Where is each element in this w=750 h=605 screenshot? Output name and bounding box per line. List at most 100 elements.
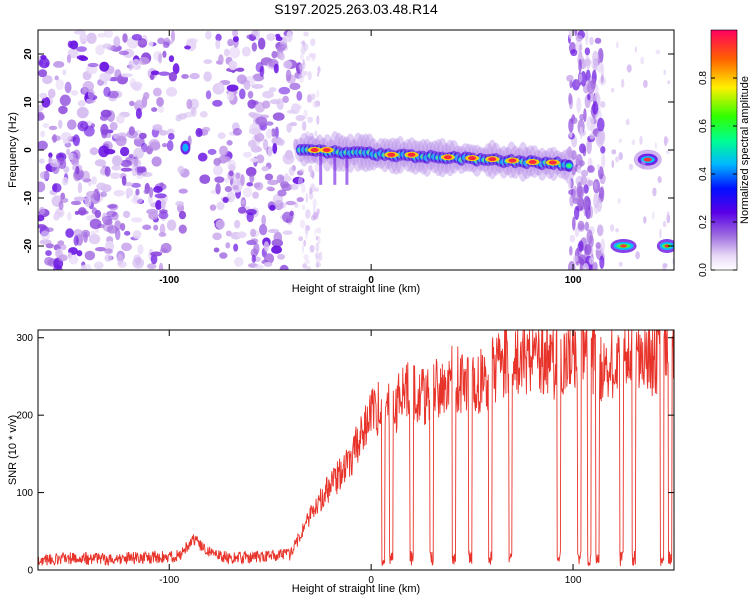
spectral-cell: [572, 216, 576, 231]
spectral-cell: [233, 243, 239, 252]
spectral-cell: [277, 189, 287, 197]
spectral-cell: [261, 214, 267, 226]
colorbar-label: Normalized spectral amplitude: [739, 76, 750, 224]
spectral-cell: [226, 139, 233, 146]
spectral-cell: [592, 50, 599, 64]
spectral-cell: [615, 228, 619, 233]
spectral-cell: [166, 140, 174, 152]
spectral-cell: [664, 244, 670, 248]
spectral-cell: [667, 80, 671, 85]
spectral-cell: [333, 154, 337, 185]
spectral-cell: [66, 119, 77, 130]
spectral-cell: [316, 72, 320, 77]
spectral-cell: [301, 183, 306, 194]
spectral-cell: [84, 250, 96, 261]
spectral-cell: [488, 157, 497, 162]
spectral-cell: [628, 163, 634, 171]
spectrogram-x-ticks: -100 0 100: [159, 30, 582, 286]
spectral-cell: [38, 224, 47, 229]
spectral-cell: [317, 235, 321, 245]
spectral-cell: [154, 193, 167, 199]
spectral-cell: [257, 37, 266, 50]
spectral-cell: [586, 115, 595, 131]
spectral-cell: [126, 130, 139, 139]
spectral-cell: [104, 248, 113, 255]
spectral-cell: [223, 48, 230, 57]
spectral-cell: [575, 35, 583, 42]
spectral-cell: [102, 43, 112, 49]
spectral-cell: [577, 220, 585, 231]
spectral-cell: [132, 257, 145, 269]
spectral-cell: [213, 247, 220, 253]
spectral-cell: [42, 74, 53, 85]
spectral-cell: [121, 175, 127, 186]
spectral-cell: [548, 160, 557, 165]
spectral-cell: [62, 69, 67, 76]
spectral-cell: [312, 139, 318, 146]
spectral-cell: [576, 181, 583, 198]
spectral-cell: [307, 70, 312, 81]
spectral-cell: [55, 79, 65, 91]
spectral-cell: [508, 158, 517, 163]
spectral-cell: [41, 96, 51, 108]
spectral-cell: [218, 82, 224, 91]
spectral-cell: [267, 146, 273, 158]
spectral-cell: [125, 187, 134, 197]
spectral-cell: [595, 242, 601, 250]
spectral-cell: [168, 71, 178, 82]
spectral-cell: [76, 46, 87, 52]
spectral-cell: [304, 209, 310, 219]
spectral-cell: [584, 47, 591, 56]
spectral-cell: [256, 154, 265, 164]
spectral-cell: [312, 205, 316, 214]
spectral-cell: [121, 242, 132, 252]
spectral-cell: [582, 262, 590, 270]
snr-y-ticks: 0 100 200 300: [16, 333, 674, 577]
spectral-cell: [87, 180, 92, 187]
spectral-cell: [262, 90, 274, 99]
spectral-cell: [209, 204, 217, 211]
spectral-cell: [118, 50, 129, 56]
spectral-cell: [160, 199, 166, 210]
spectral-cell: [635, 251, 640, 260]
spectral-cell: [584, 221, 590, 232]
spectral-cell: [568, 118, 574, 133]
spectral-cell: [578, 73, 583, 83]
spectral-cell: [224, 185, 233, 193]
spectral-cell: [84, 196, 92, 208]
spectral-cell: [195, 127, 203, 138]
spectral-cell: [242, 151, 252, 158]
spectral-cell: [197, 152, 208, 162]
spectral-cell: [314, 187, 319, 193]
spectral-cell: [250, 157, 259, 163]
spectral-cell: [60, 244, 67, 251]
spectral-cell: [652, 187, 657, 197]
spectral-cell: [153, 186, 163, 193]
spectral-cell: [666, 214, 671, 224]
spectral-cell: [305, 131, 310, 138]
spectral-cell: [168, 55, 175, 63]
spectral-cell: [39, 92, 48, 99]
spectral-cell: [150, 254, 158, 265]
spectral-cell: [611, 160, 615, 169]
spectral-cell: [222, 196, 229, 203]
spectral-cell: [66, 148, 71, 156]
spectral-cell: [615, 156, 619, 163]
spectral-cell: [153, 224, 159, 231]
y-tick-label: 0: [27, 566, 33, 577]
spectral-cell: [290, 183, 299, 191]
spectral-cell: [124, 230, 131, 236]
spectral-cell: [248, 123, 261, 136]
spectral-cell: [58, 254, 68, 262]
spectral-cell: [596, 132, 604, 148]
spectral-cell: [277, 138, 285, 146]
spectral-cell: [158, 52, 163, 64]
spectral-cell: [136, 99, 143, 105]
spectrogram-heatmap: [38, 30, 674, 270]
spectral-cell: [70, 90, 79, 96]
spectral-cell: [468, 156, 477, 161]
spectral-cell: [181, 74, 189, 79]
spectral-cell: [38, 214, 45, 222]
spectral-cell: [143, 189, 149, 195]
